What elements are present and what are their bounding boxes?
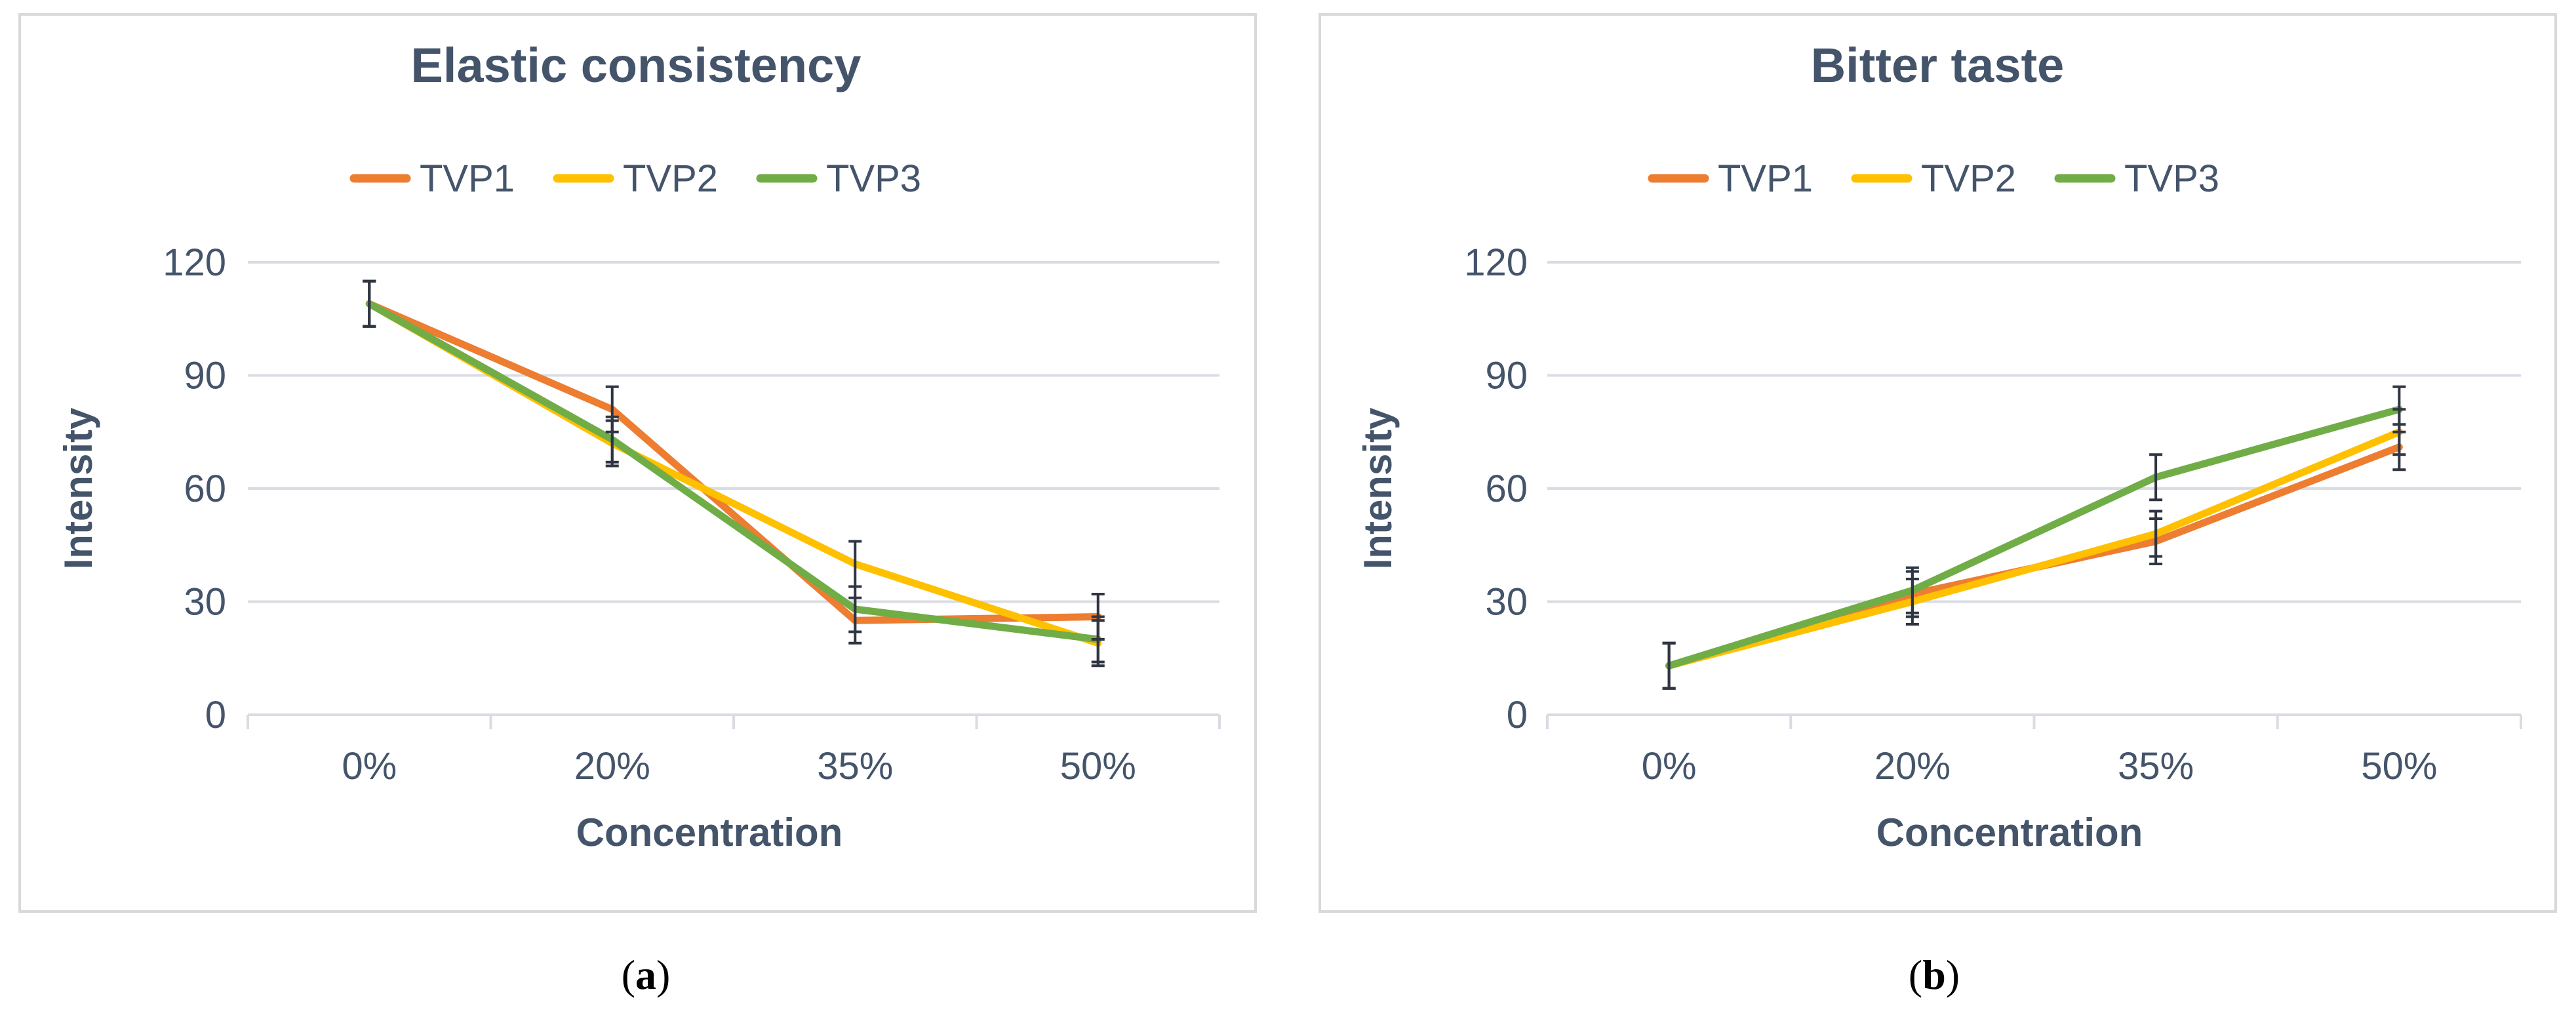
y-tick-label: 30 xyxy=(184,581,226,624)
series-line-tvp3 xyxy=(365,300,1102,643)
x-tick-label: 35% xyxy=(817,745,893,788)
series-line-tvp2 xyxy=(1665,428,2403,670)
legend-item-tvp2: TVP2 xyxy=(553,157,718,200)
legend-item-tvp1: TVP1 xyxy=(1648,157,1813,200)
legend-label: TVP2 xyxy=(623,157,718,200)
error-bar-tvp3 xyxy=(1091,615,1105,664)
x-tick-label: 50% xyxy=(1060,745,1136,788)
chart-title: Elastic consistency xyxy=(411,38,862,92)
y-axis-title: Intensity xyxy=(56,407,100,569)
chart-panel-a: Elastic consistency TVP1 TVP2 TVP3 0 30 60 90 12… xyxy=(18,13,1257,998)
x-axis-title: Concentration xyxy=(1876,811,2143,854)
legend-item-tvp2: TVP2 xyxy=(1851,157,2016,200)
error-bar-tvp3 xyxy=(605,415,619,464)
legend-item-tvp3: TVP3 xyxy=(2054,157,2219,200)
legend-label: TVP3 xyxy=(2124,157,2219,200)
panel-caption: (b) xyxy=(1909,951,1960,998)
legend-label: TVP2 xyxy=(1921,157,2016,200)
x-tick-label: 50% xyxy=(2361,745,2437,788)
chart-panel-b: Bitter taste TVP1 TVP2 TVP3 0 30 60 90 120 0% 20% 3… xyxy=(1318,13,2557,998)
error-bar-tvp2 xyxy=(2149,510,2163,558)
y-tick-label: 0 xyxy=(1507,694,1528,736)
x-tick-label: 20% xyxy=(574,745,650,788)
y-tick-label: 120 xyxy=(163,241,226,284)
y-tick-label: 90 xyxy=(184,355,226,397)
y-tick-label: 30 xyxy=(1485,581,1528,624)
y-tick-label: 120 xyxy=(1464,241,1528,284)
series-line-tvp1 xyxy=(365,300,1102,624)
chart-title: Bitter taste xyxy=(1811,38,2065,92)
panel-caption: (a) xyxy=(622,951,671,998)
x-tick-label: 20% xyxy=(1874,745,1951,788)
legend-item-tvp3: TVP3 xyxy=(756,157,921,200)
error-bar-tvp3 xyxy=(1662,641,1676,690)
legend-item-tvp1: TVP1 xyxy=(349,157,515,200)
y-tick-label: 0 xyxy=(205,694,226,736)
error-bar-tvp3 xyxy=(1905,566,1919,614)
x-tick-label: 0% xyxy=(342,745,397,788)
y-tick-label: 60 xyxy=(184,468,226,510)
series-line-tvp3 xyxy=(1665,405,2403,670)
error-bar-tvp3 xyxy=(2392,385,2406,433)
error-bar-tvp3 xyxy=(363,279,376,328)
y-axis-title: Intensity xyxy=(1356,407,1400,569)
legend-label: TVP1 xyxy=(420,157,515,200)
chart-frame xyxy=(18,13,1257,913)
x-tick-label: 0% xyxy=(1642,745,1697,788)
legend-label: TVP3 xyxy=(826,157,921,200)
x-axis-title: Concentration xyxy=(576,811,843,854)
y-tick-label: 90 xyxy=(1485,355,1528,397)
error-bar-tvp3 xyxy=(2149,453,2163,502)
legend-label: TVP1 xyxy=(1718,157,1813,200)
y-tick-label: 60 xyxy=(1485,468,1528,510)
error-bar-tvp3 xyxy=(848,585,862,633)
x-tick-label: 35% xyxy=(2118,745,2194,788)
